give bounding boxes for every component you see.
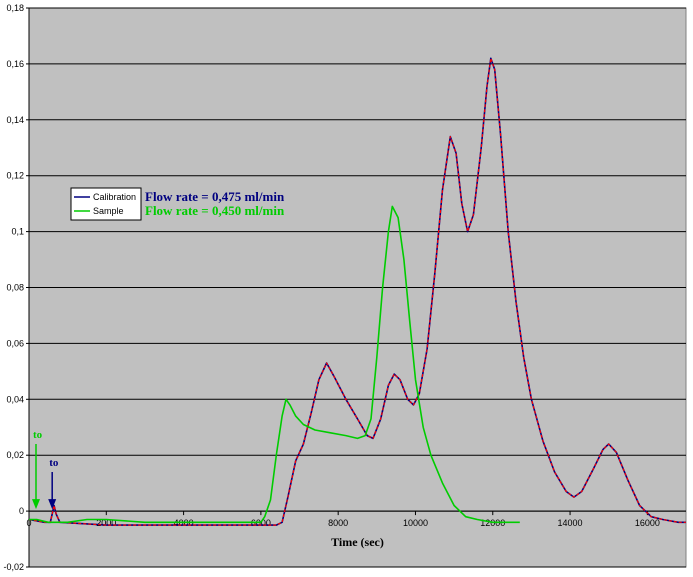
series-line-sample: [29, 205, 520, 524]
series-line-calibration-overlay: [28, 57, 686, 526]
y-tick-label: 0,02: [6, 450, 24, 460]
annotation-to-label: to: [33, 429, 43, 441]
y-tick-label: 0,14: [6, 115, 24, 125]
x-tick-label: 8000: [328, 518, 348, 528]
y-tick-label: -0,02: [3, 562, 24, 572]
annotation-to-label: to: [49, 457, 59, 469]
legend-box: [70, 187, 142, 221]
legend-label-sample: Sample: [93, 206, 124, 216]
x-axis-label: Time (sec): [331, 535, 384, 549]
y-tick-label: 0: [19, 506, 24, 516]
y-tick-label: 0,12: [6, 171, 24, 181]
x-tick-label: 2000: [96, 518, 116, 528]
annotation-arrow-head: [48, 499, 57, 510]
y-axis-ticks: -0,02 0 0,02 0,04 0,06 0,08 0,1 0,12 0,14 0,16 0,1…: [3, 3, 29, 572]
y-tick-label: 0,06: [6, 338, 24, 348]
flow-rate-calibration: Flow rate = 0,475 ml/min: [145, 189, 285, 204]
x-tick-label: 12000: [480, 518, 505, 528]
annotations: to to: [32, 429, 59, 510]
y-tick-label: 0,16: [6, 59, 24, 69]
y-tick-label: 0,04: [6, 394, 24, 404]
annotation-arrow-head: [32, 499, 40, 510]
y-tick-label: 0,08: [6, 283, 24, 293]
x-tick-label: 10000: [403, 518, 428, 528]
legend: Calibration Sample: [70, 187, 142, 221]
series-layer: [28, 57, 686, 526]
y-tick-label: 0,1: [11, 227, 24, 237]
y-tick-label: 0,18: [6, 3, 24, 13]
legend-label-calibration: Calibration: [93, 192, 136, 202]
x-tick-label: 14000: [558, 518, 583, 528]
flow-rate-sample: Flow rate = 0,450 ml/min: [145, 203, 285, 218]
x-tick-label: 16000: [635, 518, 660, 528]
